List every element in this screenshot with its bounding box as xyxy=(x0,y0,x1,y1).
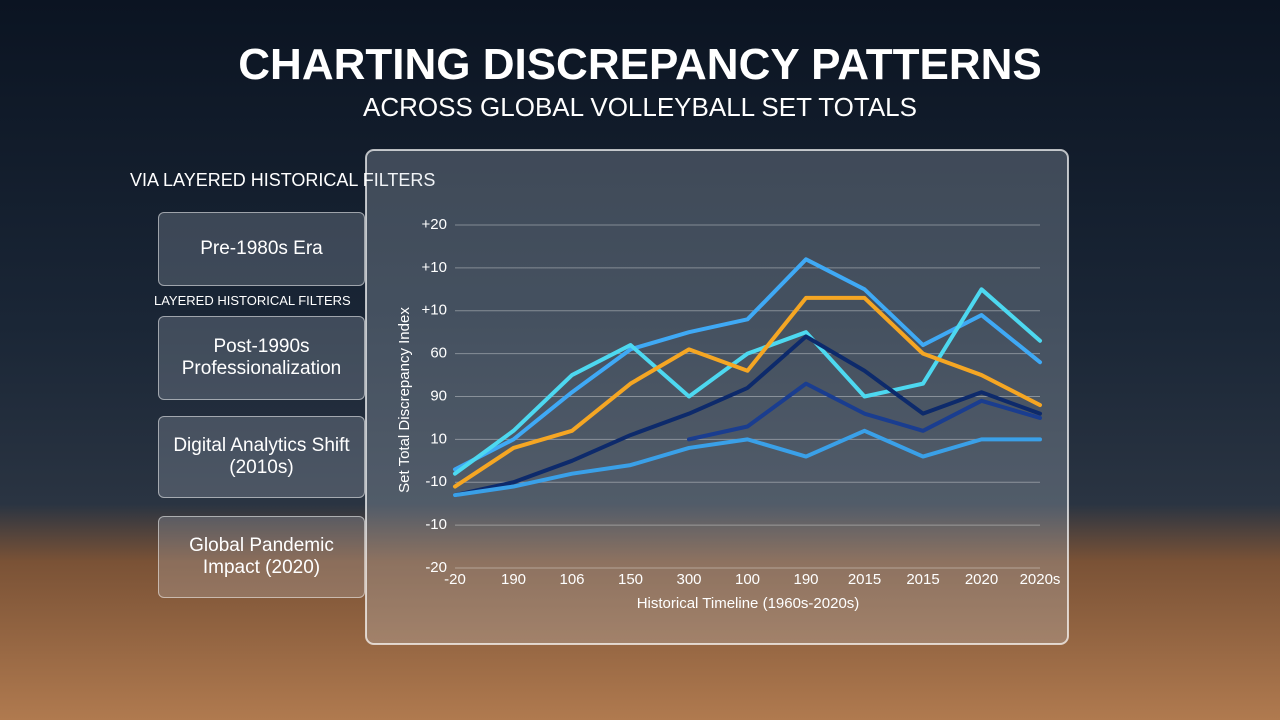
x-tick-label: 190 xyxy=(793,571,818,588)
x-tick-label: 2020s xyxy=(1020,571,1061,588)
y-tick-label: -20 xyxy=(425,559,447,576)
y-tick-label: -10 xyxy=(425,516,447,533)
x-tick-label: 190 xyxy=(501,571,526,588)
filter-button[interactable]: Pre-1980s Era xyxy=(158,212,365,286)
y-tick-label: 90 xyxy=(430,387,447,404)
x-tick-label: 2015 xyxy=(906,571,939,588)
title: CHARTING DISCREPANCY PATTERNS xyxy=(238,40,1042,89)
filters-subheading: LAYERED HISTORICAL FILTERS xyxy=(154,293,351,308)
x-tick-label: -20 xyxy=(444,571,466,588)
filters-heading: VIA LAYERED HISTORICAL FILTERS xyxy=(130,170,436,190)
series-line xyxy=(453,295,1042,489)
series-line xyxy=(453,257,1042,472)
y-tick-label: 10 xyxy=(430,430,447,447)
series-line xyxy=(453,287,1042,476)
y-tick-label: +10 xyxy=(422,259,447,276)
series-line xyxy=(687,381,1042,442)
y-tick-label: +20 xyxy=(422,216,447,233)
y-tick-label: -10 xyxy=(425,473,447,490)
x-tick-label: 300 xyxy=(676,571,701,588)
y-tick-label: 60 xyxy=(430,345,447,362)
series-line xyxy=(453,428,1042,498)
y-axis-label: Set Total Discrepancy Index xyxy=(396,307,413,493)
y-tick-label: +10 xyxy=(422,302,447,319)
subtitle: ACROSS GLOBAL VOLLEYBALL SET TOTALS xyxy=(363,92,917,122)
filter-button[interactable]: Global Pandemic Impact (2020) xyxy=(158,516,365,598)
series-line xyxy=(453,334,1042,498)
x-tick-label: 150 xyxy=(618,571,643,588)
x-tick-label: 106 xyxy=(559,571,584,588)
filter-button[interactable]: Post-1990s Professionalization xyxy=(158,316,365,400)
glass-panel xyxy=(365,149,1069,645)
x-tick-label: 100 xyxy=(735,571,760,588)
x-axis-label: Historical Timeline (1960s-2020s) xyxy=(637,595,860,612)
x-tick-label: 2015 xyxy=(848,571,881,588)
x-tick-label: 2020 xyxy=(965,571,998,588)
filter-button[interactable]: Digital Analytics Shift (2010s) xyxy=(158,416,365,498)
